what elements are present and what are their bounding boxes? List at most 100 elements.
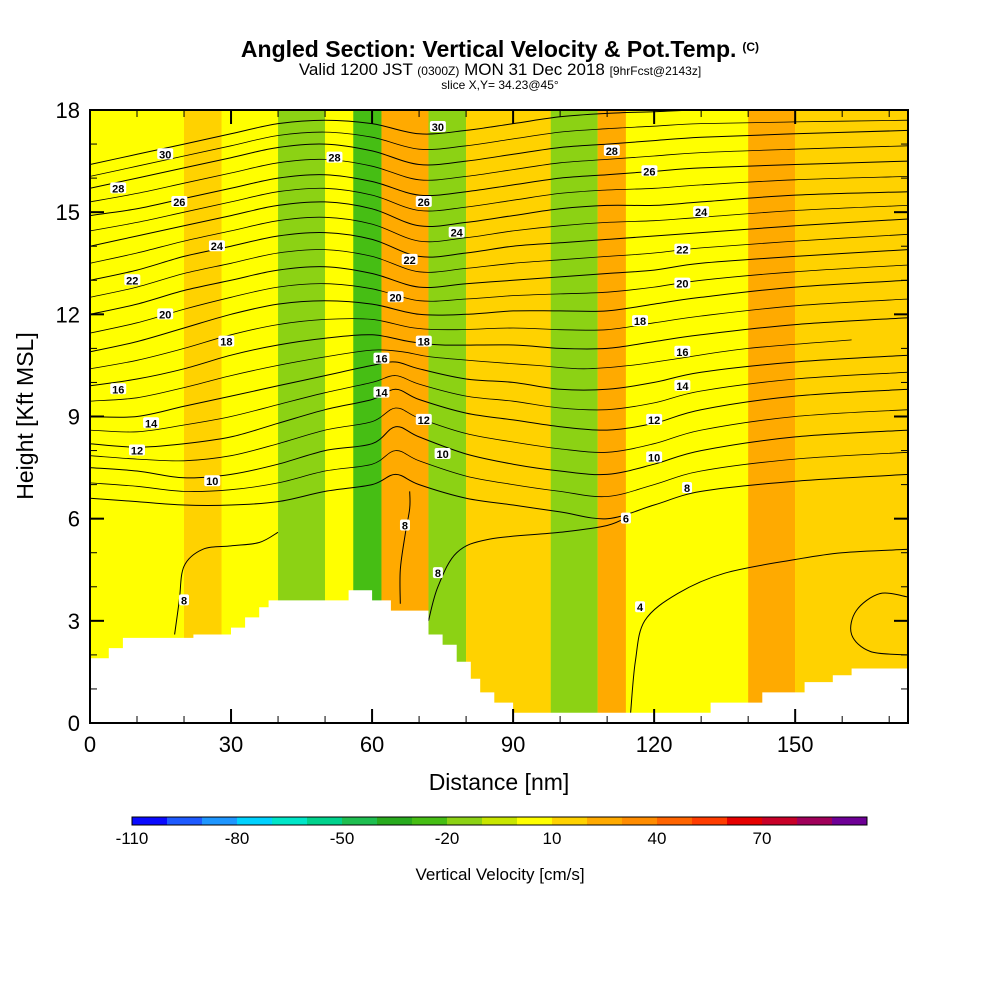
- contour-label: 24: [211, 241, 224, 253]
- velocity-cell: [466, 110, 551, 723]
- colorbar-swatch: [762, 817, 798, 825]
- colorbar-swatch: [237, 817, 273, 825]
- title-units: (C): [742, 40, 760, 54]
- theta-contour-line: [90, 317, 908, 387]
- colorbar-label: -20: [435, 829, 460, 848]
- contour-label: 4: [637, 602, 644, 614]
- contour-label-box: [693, 206, 710, 218]
- contour-label: 20: [676, 279, 688, 291]
- contour-label-box: [620, 512, 631, 524]
- colorbar-swatch: [832, 817, 868, 825]
- contour-label: 16: [112, 384, 124, 396]
- contour-label: 18: [418, 337, 430, 349]
- colorbar-label: -80: [225, 829, 250, 848]
- colorbar-label: -110: [116, 829, 149, 848]
- contour-label-box: [434, 447, 451, 459]
- theta-contour-line: [90, 279, 908, 353]
- x-tick-label: 90: [501, 732, 525, 757]
- colorbar-swatch: [377, 817, 413, 825]
- contour-label: 30: [432, 122, 444, 134]
- theta-contour-line-low: [428, 514, 631, 621]
- y-tick-label: 3: [68, 609, 80, 634]
- colorbar-swatch: [272, 817, 308, 825]
- contour-label: 10: [436, 449, 448, 461]
- terrain-mask: [90, 590, 908, 723]
- x-tick-label: 30: [219, 732, 243, 757]
- theta-contour-line: [90, 354, 908, 418]
- colorbar-swatch: [167, 817, 203, 825]
- contour-label: 28: [112, 183, 124, 195]
- contour-label-box: [179, 594, 190, 606]
- contour-label-box: [124, 274, 141, 286]
- y-tick-label: 6: [68, 507, 80, 532]
- contour-label: 22: [126, 275, 138, 287]
- colorbar-swatch: [587, 817, 623, 825]
- contour-label-box: [632, 315, 649, 327]
- colorbar-swatch: [552, 817, 588, 825]
- colorbar-swatch: [692, 817, 728, 825]
- contour-label: 26: [418, 197, 430, 209]
- contour-label: 10: [206, 476, 218, 488]
- axes: 0 30 60 90 120 150 0 3 6 9 12 15 18: [56, 98, 908, 757]
- y-tick-label: 18: [56, 98, 80, 123]
- theta-contour-line-low: [399, 491, 411, 604]
- terrain: [90, 590, 908, 723]
- theta-contour-line: [90, 160, 908, 217]
- colorbar-frame: [131, 816, 868, 826]
- velocity-cell: [625, 110, 749, 723]
- contour-label: 20: [389, 292, 401, 304]
- theta-contour-line: [90, 119, 908, 177]
- colorbar-label: 40: [648, 829, 667, 848]
- velocity-cell: [184, 110, 222, 723]
- valid-date: MON 31 Dec 2018: [464, 60, 605, 79]
- y-tick-label: 12: [56, 302, 80, 327]
- slice-line: slice X,Y= 34.23@45°: [441, 78, 559, 92]
- velocity-cell: [428, 110, 467, 723]
- contour-label-box: [415, 195, 432, 207]
- theta-contour-line: [90, 233, 908, 298]
- contour-label-box: [387, 291, 404, 303]
- contour-label: 18: [634, 316, 646, 328]
- theta-contour-line: [90, 388, 908, 448]
- contour-label: 14: [676, 381, 689, 393]
- contour-label-box: [129, 444, 146, 456]
- contour-label-box: [635, 601, 646, 613]
- colorbar-swatch: [202, 817, 238, 825]
- contour-label-box: [326, 151, 343, 163]
- contour-label: 6: [623, 514, 629, 526]
- contour-label: 30: [159, 149, 171, 161]
- colorbar-swatch: [342, 817, 378, 825]
- contour-label: 14: [375, 388, 388, 400]
- colorbar: -110 -80 -50 -20 10 40 70: [116, 816, 868, 848]
- contour-label: 14: [145, 418, 158, 430]
- contour-label: 12: [648, 415, 660, 427]
- y-tick-label: 9: [68, 405, 80, 430]
- contour-label: 18: [220, 337, 232, 349]
- chart-header: Angled Section: Vertical Velocity & Pot.…: [0, 34, 1000, 91]
- x-axis-title: Distance [nm]: [429, 769, 570, 795]
- contour-label: 28: [606, 146, 618, 158]
- contour-label-box: [143, 417, 160, 429]
- colorbar-swatch: [482, 817, 518, 825]
- colorbar-label: 70: [753, 829, 772, 848]
- theta-contour-line: [90, 145, 908, 203]
- contour-label: 10: [648, 452, 660, 464]
- contour-label: 26: [643, 166, 655, 178]
- contour-label-box: [432, 567, 443, 579]
- contour-label: 24: [451, 228, 464, 240]
- theta-contour-line: [90, 264, 908, 334]
- y-tick-label: 0: [68, 711, 80, 736]
- valid-utc: (0300Z): [417, 64, 460, 78]
- contour-label: 12: [131, 446, 143, 458]
- contour-label-box: [674, 243, 691, 255]
- colorbar-label: -50: [330, 829, 355, 848]
- contour-label-box: [208, 240, 225, 252]
- theta-contour-line: [90, 426, 908, 479]
- contour-label: 8: [402, 520, 408, 532]
- theta-contour-line: [90, 205, 908, 264]
- colorbar-swatch: [727, 817, 763, 825]
- colorbar-swatch: [307, 817, 343, 825]
- theta-contour-line: [90, 450, 908, 498]
- velocity-cell: [597, 110, 626, 723]
